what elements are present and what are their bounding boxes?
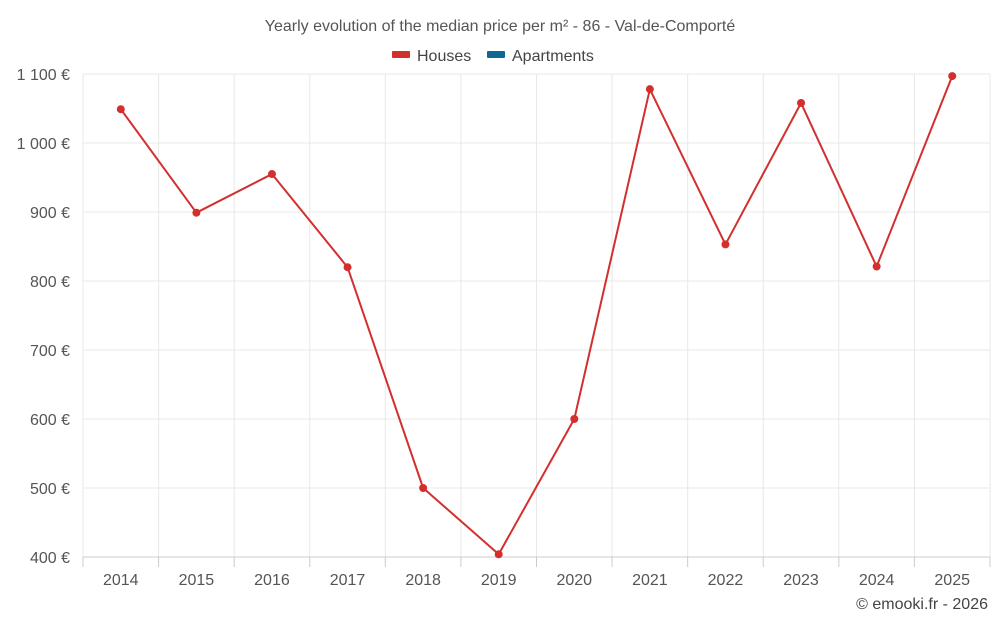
x-tick-label: 2025 [934,572,970,589]
data-point-houses[interactable] [192,208,201,217]
data-point-houses[interactable] [343,263,352,272]
legend-label-apartments: Apartments [512,48,594,65]
x-tick-label: 2021 [632,572,668,589]
x-tick-label: 2015 [179,572,215,589]
x-tick-label: 2022 [708,572,744,589]
x-tick-label: 2023 [783,572,819,589]
legend-item-apartments[interactable]: Apartments [487,48,594,65]
y-tick-label: 1 000 € [17,136,70,153]
data-point-houses[interactable] [419,484,428,492]
chart-legend: Houses Apartments [392,48,594,65]
y-tick-label: 900 € [30,205,70,222]
grid [82,73,991,557]
chart-title: Yearly evolution of the median price per… [265,18,736,35]
y-tick-label: 400 € [30,550,70,567]
y-tick-label: 800 € [30,274,70,291]
series [116,72,957,559]
legend-label-houses: Houses [417,48,471,65]
axes: 400 € 500 € 600 € 700 € 800 € 900 € 1 000 € 1 1… [17,67,991,589]
data-point-houses[interactable] [797,98,806,107]
series-line-houses [119,75,954,556]
data-point-houses[interactable] [645,85,654,94]
y-tick-label: 700 € [30,343,70,360]
data-point-houses[interactable] [872,262,881,271]
y-tick-label: 1 100 € [17,67,70,84]
x-tick-label: 2017 [330,572,366,589]
data-point-houses[interactable] [116,105,125,114]
y-tick-label: 500 € [30,481,70,498]
x-tick-label: 2024 [859,572,895,589]
legend-swatch-houses [392,51,410,58]
x-tick-label: 2019 [481,572,517,589]
x-tick-label: 2018 [405,572,441,589]
x-tick-label: 2014 [103,572,139,589]
x-tick-label: 2020 [556,572,592,589]
legend-swatch-apartments [487,51,505,58]
data-point-houses[interactable] [267,170,276,179]
chart-credit: © emooki.fr - 2026 [856,596,988,613]
data-point-houses[interactable] [948,72,957,81]
x-tick-label: 2016 [254,572,290,589]
y-tick-label: 600 € [30,412,70,429]
data-point-houses[interactable] [721,240,730,249]
legend-item-houses[interactable]: Houses [392,48,471,65]
data-point-houses[interactable] [570,415,579,423]
data-point-houses[interactable] [494,550,503,559]
